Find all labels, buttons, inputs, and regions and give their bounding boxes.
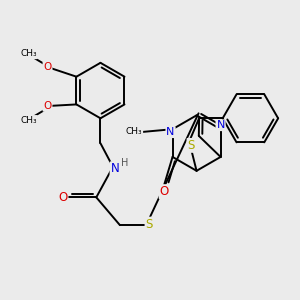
Text: O: O — [44, 101, 52, 111]
Text: O: O — [58, 191, 67, 204]
Text: N: N — [216, 120, 225, 130]
Text: O: O — [160, 185, 169, 198]
Text: S: S — [188, 139, 195, 152]
Text: CH₃: CH₃ — [126, 128, 142, 136]
Text: N: N — [167, 127, 175, 137]
Text: O: O — [44, 62, 52, 72]
Text: H: H — [121, 158, 128, 168]
Text: N: N — [111, 162, 119, 175]
Text: CH₃: CH₃ — [20, 116, 37, 125]
Text: S: S — [146, 218, 153, 231]
Text: CH₃: CH₃ — [20, 50, 37, 58]
